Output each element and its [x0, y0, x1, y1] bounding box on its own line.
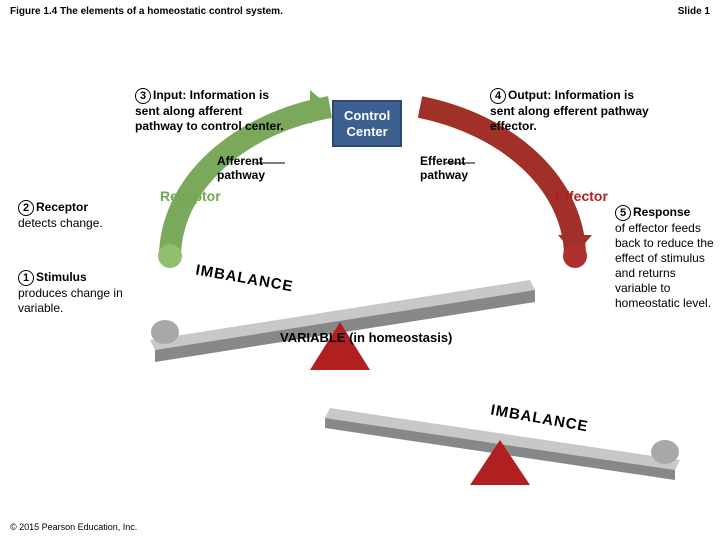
step-3-number: 3: [135, 88, 151, 104]
figure-title: Figure 1.4 The elements of a homeostatic…: [10, 6, 283, 17]
step-1-title: Stimulus: [36, 270, 87, 284]
step-5-body: of effector feeds back to reduce the eff…: [615, 221, 714, 310]
step-3-text: 3Input: Information is sent along affere…: [135, 88, 290, 134]
step-4-title: Output:: [508, 88, 551, 102]
step-1-number: 1: [18, 270, 34, 286]
copyright-text: © 2015 Pearson Education, Inc.: [10, 522, 137, 532]
afferent-label: Afferent pathway: [217, 154, 265, 182]
control-center-line2: Center: [347, 124, 388, 139]
efferent-label: Efferent pathway: [420, 154, 468, 182]
step-5-title: Response: [633, 205, 690, 219]
variable-text: VARIABLE (in homeostasis): [280, 330, 452, 345]
receptor-label: Receptor: [160, 188, 221, 204]
control-center-line1: Control: [344, 108, 390, 123]
lower-lever: [320, 380, 700, 490]
step-5-number: 5: [615, 205, 631, 221]
diagram-stage: Control Center 3Input: Information is se…: [0, 60, 720, 460]
step-4-text: 4Output: Information is sent along effer…: [490, 88, 650, 134]
step-2-number: 2: [18, 200, 34, 216]
effector-label: Effector: [555, 188, 608, 204]
step-3-title: Input:: [153, 88, 186, 102]
step-4-number: 4: [490, 88, 506, 104]
efferent-line2: pathway: [420, 168, 468, 182]
step-5-text: 5Response of effector feeds back to redu…: [615, 205, 715, 311]
step-2-text: 2Receptor detects change.: [18, 200, 148, 231]
step-1-body: produces change in variable.: [18, 286, 123, 315]
step-1-text: 1Stimulus produces change in variable.: [18, 270, 128, 316]
efferent-line1: Efferent: [420, 154, 465, 168]
slide-number: Slide 1: [678, 6, 710, 17]
step-2-body: detects change.: [18, 216, 103, 230]
afferent-line1: Afferent: [217, 154, 263, 168]
afferent-line2: pathway: [217, 168, 265, 182]
control-center-box: Control Center: [332, 100, 402, 147]
step-2-title: Receptor: [36, 200, 88, 214]
